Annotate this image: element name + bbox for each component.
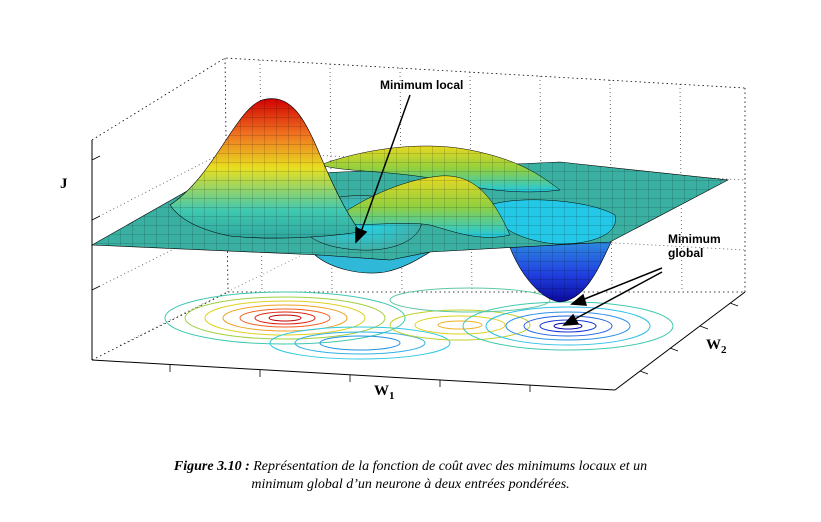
z-axis-label: J — [60, 176, 68, 192]
cost-surface-figure — [90, 57, 746, 392]
global-minimum-label: Minimum global — [668, 232, 721, 260]
annotation-arrows — [355, 94, 663, 326]
global-minimum-label-line1: Minimum — [668, 232, 721, 246]
x-axis-label: W1 — [374, 383, 395, 402]
contour-plot — [164, 287, 674, 360]
caption-text-line1: Représentation de la fonction de coût av… — [249, 459, 648, 474]
x-axis-label-sub: 1 — [389, 390, 395, 402]
x-axis-label-main: W — [374, 383, 389, 399]
local-minimum-label: Minimum local — [380, 78, 464, 92]
global-minimum-label-line2: global — [668, 246, 704, 260]
y-axis-label-sub: 2 — [721, 344, 727, 356]
y-axis-label: W2 — [706, 337, 727, 356]
caption-line1: Figure 3.10 : Représentation de la fonct… — [0, 458, 821, 476]
y-axis-label-main: W — [706, 337, 721, 353]
caption-text-line2: minimum global d’un neurone à deux entré… — [251, 477, 570, 492]
figure-caption: Figure 3.10 : Représentation de la fonct… — [0, 458, 821, 494]
caption-lead: Figure 3.10 : — [173, 459, 250, 474]
